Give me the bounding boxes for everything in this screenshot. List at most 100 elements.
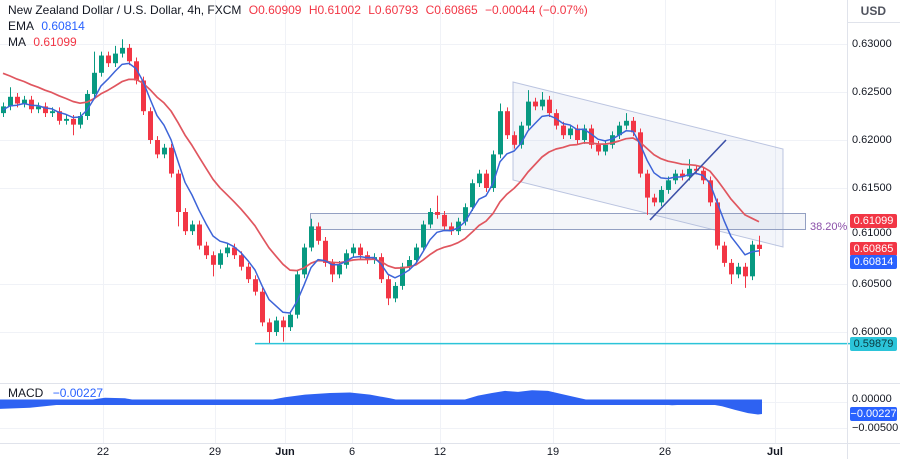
macd-area: [0, 390, 762, 415]
candle-body: [407, 260, 412, 267]
symbol-legend[interactable]: New Zealand Dollar / U.S. Dollar, 4h, FX…: [8, 3, 592, 17]
candle-body: [351, 247, 356, 254]
time-axis-label: Jul: [767, 446, 783, 458]
candle-body: [687, 168, 692, 177]
candle-body: [484, 173, 489, 188]
candle-body: [694, 168, 699, 171]
candle-body: [99, 55, 104, 73]
candle-body: [85, 93, 90, 116]
candle-body: [148, 111, 153, 140]
candle-body: [218, 253, 223, 265]
fib-band: [310, 213, 806, 229]
candle-body: [533, 101, 538, 107]
candle-body: [498, 111, 503, 155]
candle-body: [386, 279, 391, 299]
candle-body: [190, 224, 195, 232]
candle-body: [22, 99, 27, 104]
candle-body: [302, 247, 307, 275]
price-tick-label: 0.63000: [852, 38, 892, 50]
candle-body: [57, 111, 62, 121]
candle-body: [708, 180, 713, 203]
candle-body: [582, 128, 587, 140]
candle-body: [603, 144, 608, 152]
candle-body: [505, 111, 510, 136]
candle-body: [127, 47, 132, 62]
candle-body: [36, 106, 41, 110]
ema-legend[interactable]: EMA 0.60814: [8, 19, 89, 33]
price-badge-blue: 0.60814: [850, 255, 897, 269]
candle-body: [316, 226, 321, 241]
candle-body: [393, 285, 398, 299]
candle-body: [8, 96, 13, 107]
candle-body: [246, 266, 251, 280]
candle-body: [575, 128, 580, 140]
candle-body: [435, 212, 440, 215]
candle-body: [323, 240, 328, 263]
time-axis-label: 22: [96, 446, 110, 458]
candle-body: [666, 180, 671, 190]
macd-value-badge: −0.00227: [850, 407, 897, 421]
candle-body: [680, 173, 685, 177]
ohlc-open: O0.60909: [248, 3, 302, 17]
candle-body: [169, 147, 174, 174]
candle-body: [449, 226, 454, 232]
price-tick-label: 0.60000: [852, 326, 892, 338]
candle-body: [652, 197, 657, 203]
candle-body: [736, 266, 741, 275]
candle-body: [162, 147, 167, 155]
ma-label: MA: [8, 35, 26, 49]
time-axis-label: 29: [208, 446, 222, 458]
candle-body: [750, 244, 755, 277]
candle-body: [337, 264, 342, 275]
candle-body: [50, 111, 55, 114]
price-tick-label: 0.62000: [852, 134, 892, 146]
candle-body: [631, 120, 636, 133]
candle-body: [743, 266, 748, 277]
candle-body: [456, 221, 461, 232]
candle-body: [183, 212, 188, 232]
candle-body: [204, 245, 209, 256]
fib-retracement-label[interactable]: 38.20%: [810, 221, 848, 233]
time-axis-label: 6: [348, 446, 356, 458]
macd-legend[interactable]: MACD −0.00227: [8, 386, 103, 400]
candle-body: [78, 116, 83, 125]
candle-body: [64, 118, 69, 121]
ma-line: [2, 72, 760, 272]
currency-label[interactable]: USD: [860, 4, 886, 18]
ascending-trendline: [649, 139, 727, 221]
candle-body: [358, 247, 363, 256]
candle-body: [428, 212, 433, 225]
candle-body: [715, 202, 720, 246]
macd-tick-label: −0.00500: [852, 422, 899, 434]
ema-line: [2, 62, 760, 314]
candle-body: [519, 125, 524, 145]
ma-legend[interactable]: MA 0.61099: [8, 35, 81, 49]
candle-body: [617, 125, 622, 136]
candle-body: [596, 144, 601, 152]
macd-label: MACD: [8, 386, 44, 400]
candle-body: [442, 214, 447, 227]
candle-body: [568, 128, 573, 136]
candle-body: [645, 173, 650, 198]
macd-tick-label: 0.00000: [852, 393, 892, 405]
price-badge-red: 0.60865: [850, 242, 897, 256]
macd-value: −0.00227: [52, 386, 104, 400]
candle-body: [659, 189, 664, 203]
candle-body: [92, 72, 97, 94]
candle-body: [211, 255, 216, 265]
price-tick-label: 0.60500: [852, 278, 892, 290]
price-tick-label: 0.62500: [852, 86, 892, 98]
candle-body: [274, 320, 279, 332]
candle-body: [561, 125, 566, 136]
candle-body: [540, 99, 545, 107]
candle-body: [260, 291, 265, 323]
candle-body: [239, 255, 244, 267]
candle-body: [197, 224, 202, 246]
price-badge-red: 0.61099: [850, 214, 897, 228]
candle-body: [722, 245, 727, 263]
candle-body: [491, 154, 496, 188]
candle-body: [344, 253, 349, 265]
candle-body: [610, 135, 615, 145]
